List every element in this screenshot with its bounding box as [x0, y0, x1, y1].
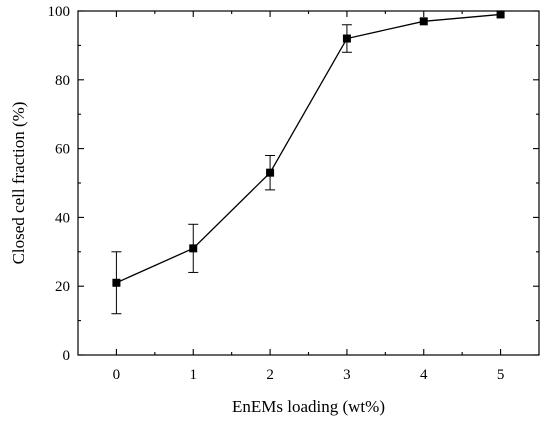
y-axis-label: Closed cell fraction (%) — [9, 102, 28, 265]
data-point — [112, 278, 121, 287]
y-tick-label: 60 — [55, 142, 70, 158]
x-tick-label: 4 — [420, 367, 428, 383]
x-tick-label: 5 — [497, 367, 505, 383]
y-axis: 0 20 40 60 80 100 — [48, 4, 539, 364]
y-tick-label: 0 — [63, 348, 71, 364]
x-tick-label: 1 — [190, 367, 198, 383]
data-point — [189, 244, 198, 253]
series-line — [116, 13, 501, 284]
x-tick-label: 0 — [113, 367, 121, 383]
y-tick-label: 20 — [55, 279, 70, 295]
y-tick-label: 100 — [48, 4, 71, 20]
data-point — [419, 17, 428, 26]
x-tick-label: 3 — [343, 367, 351, 383]
plot-border — [77, 10, 540, 356]
x-tick-label: 2 — [266, 367, 274, 383]
data-point — [342, 34, 351, 43]
plot-frame — [77, 10, 540, 356]
y-tick-label: 40 — [55, 210, 70, 226]
data-point — [266, 168, 275, 177]
y-tick-label: 80 — [55, 73, 70, 89]
series-layer — [111, 10, 505, 315]
x-axis-label: EnEMs loading (wt%) — [232, 397, 385, 416]
x-axis: 0 1 2 3 4 5 — [113, 11, 505, 383]
data-point — [496, 10, 505, 19]
